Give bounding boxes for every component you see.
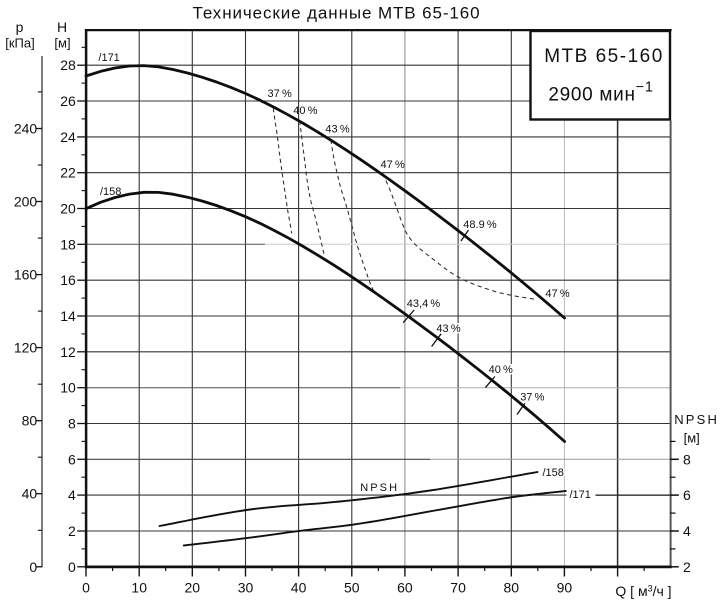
svg-text:Q [ м3/ч ]: Q [ м3/ч ]	[615, 583, 671, 599]
svg-text:26: 26	[60, 93, 76, 109]
svg-text:12: 12	[60, 344, 76, 360]
svg-text:30: 30	[238, 579, 254, 595]
svg-text:200: 200	[14, 194, 38, 210]
svg-text:H: H	[57, 19, 67, 35]
svg-text:40: 40	[291, 579, 307, 595]
svg-text:48.9 %: 48.9 %	[463, 219, 497, 231]
svg-text:50: 50	[344, 579, 360, 595]
svg-text:4: 4	[68, 487, 76, 503]
svg-text:90: 90	[557, 579, 573, 595]
svg-text:NPSH: NPSH	[674, 412, 719, 427]
svg-text:240: 240	[14, 121, 38, 137]
svg-text:40: 40	[22, 486, 38, 502]
svg-text:/171: /171	[98, 52, 119, 64]
svg-text:NPSH: NPSH	[360, 482, 399, 494]
svg-text:10: 10	[131, 579, 147, 595]
svg-text:2900 мин−1: 2900 мин−1	[548, 80, 653, 106]
svg-text:60: 60	[397, 579, 413, 595]
svg-text:6: 6	[68, 451, 76, 467]
svg-text:2: 2	[683, 559, 691, 575]
svg-text:2: 2	[68, 523, 76, 539]
svg-text:43 %: 43 %	[436, 323, 460, 335]
svg-text:22: 22	[60, 165, 76, 181]
svg-text:43 %: 43 %	[325, 123, 349, 135]
svg-text:80: 80	[504, 579, 520, 595]
svg-text:47 %: 47 %	[545, 288, 569, 300]
svg-text:/171: /171	[570, 489, 591, 501]
svg-text:14: 14	[60, 308, 76, 324]
svg-text:8: 8	[683, 451, 691, 467]
svg-text:4: 4	[683, 523, 691, 539]
svg-text:160: 160	[14, 267, 38, 283]
svg-text:8: 8	[68, 416, 76, 432]
svg-text:0: 0	[29, 559, 37, 575]
svg-text:40 %: 40 %	[489, 364, 513, 376]
svg-text:18: 18	[60, 236, 76, 252]
svg-text:70: 70	[450, 579, 466, 595]
svg-text:37 %: 37 %	[268, 88, 292, 100]
svg-text:p: p	[16, 19, 24, 35]
svg-text:0: 0	[82, 579, 90, 595]
svg-text:6: 6	[683, 487, 691, 503]
svg-text:/158: /158	[100, 186, 121, 198]
svg-text:43,4 %: 43,4 %	[407, 298, 441, 310]
svg-text:24: 24	[60, 129, 76, 145]
svg-text:47 %: 47 %	[381, 159, 405, 171]
svg-text:Технические данные МТВ 65-160: Технические данные МТВ 65-160	[192, 4, 480, 23]
svg-text:[м]: [м]	[684, 430, 700, 445]
svg-text:20: 20	[60, 201, 76, 217]
svg-text:120: 120	[14, 340, 38, 356]
svg-text:10: 10	[60, 380, 76, 396]
svg-text:МТВ 65-160: МТВ 65-160	[544, 46, 664, 67]
svg-text:16: 16	[60, 272, 76, 288]
svg-text:[м]: [м]	[54, 36, 70, 51]
svg-text:/158: /158	[543, 467, 564, 479]
svg-text:0: 0	[68, 559, 76, 575]
svg-text:80: 80	[22, 413, 38, 429]
svg-text:28: 28	[60, 57, 76, 73]
svg-text:40 %: 40 %	[293, 105, 317, 117]
svg-text:20: 20	[185, 579, 201, 595]
svg-text:37 %: 37 %	[520, 392, 544, 404]
svg-text:[кПа]: [кПа]	[5, 36, 35, 51]
